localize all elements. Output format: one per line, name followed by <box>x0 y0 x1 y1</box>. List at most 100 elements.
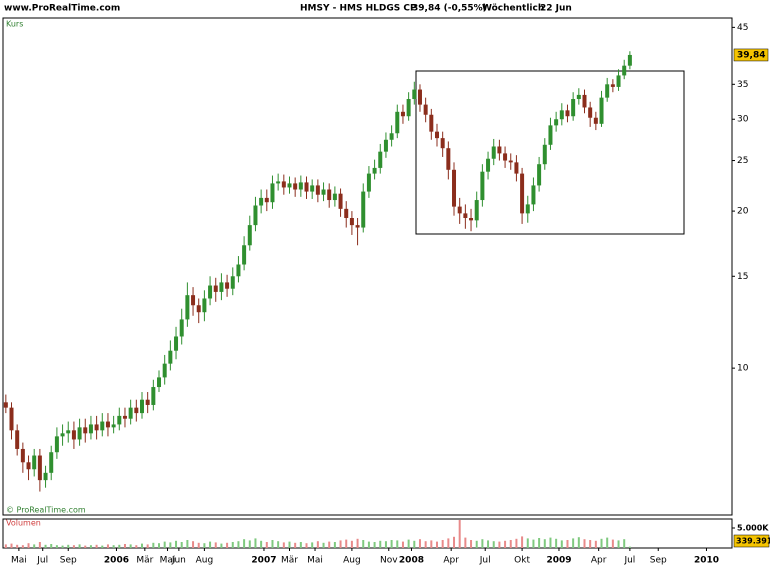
candle-body <box>610 84 615 87</box>
volume-bar <box>214 542 217 548</box>
volume-bar <box>470 540 473 548</box>
volume-bar <box>169 542 172 548</box>
volume-bar <box>50 544 53 548</box>
volume-bar <box>33 544 36 548</box>
candle-body <box>616 75 621 87</box>
x-tick-label: Aug <box>343 556 361 566</box>
volume-bar <box>566 540 569 548</box>
candle-body <box>480 171 485 201</box>
volume-bar <box>589 540 592 548</box>
candle-body <box>315 185 320 195</box>
volume-bar <box>192 541 195 548</box>
candle-body <box>429 114 434 132</box>
volume-bar <box>628 546 631 548</box>
candle-body <box>253 205 258 226</box>
x-tick-label: Mär <box>136 556 153 566</box>
volume-bar <box>55 545 58 548</box>
candle-body <box>446 148 451 170</box>
candle-body <box>185 295 190 320</box>
candle-body <box>503 153 508 161</box>
candle-body <box>145 399 150 405</box>
candle-body <box>593 117 598 124</box>
y-tick-label: 30 <box>737 115 749 125</box>
candle-body <box>537 164 542 186</box>
candle-body <box>168 350 173 364</box>
candle-body <box>565 110 570 117</box>
candle-body <box>139 399 144 414</box>
volume-bar <box>305 543 308 548</box>
candle-body <box>554 119 559 126</box>
quote: 39,84 (-0,55%) <box>412 4 487 14</box>
volume-bar <box>89 545 92 548</box>
volume-bar <box>606 537 609 548</box>
candle-body <box>15 430 20 449</box>
volume-bar <box>339 540 342 548</box>
volume-bar <box>135 545 138 548</box>
candle-body <box>242 245 247 265</box>
candle-body <box>310 185 315 192</box>
candle-body <box>389 133 394 140</box>
volume-bar <box>447 538 450 548</box>
volume-bar <box>61 545 64 548</box>
candle-body <box>281 181 286 188</box>
volume-bar <box>231 542 234 548</box>
candle-body <box>452 169 457 207</box>
price-panel <box>2 17 733 516</box>
volume-bar <box>112 545 115 548</box>
candle-body <box>26 462 31 470</box>
x-tick-label: Jul <box>479 556 491 566</box>
x-tick-label: Apr <box>443 556 459 566</box>
candle-body <box>236 264 241 277</box>
candle-body <box>225 282 230 289</box>
candle-body <box>83 427 88 434</box>
volume-bar <box>67 544 70 548</box>
candle-body <box>571 99 576 117</box>
volume-bar <box>237 541 240 548</box>
volume-bar <box>299 542 302 548</box>
volume-bar <box>373 542 376 548</box>
candle-body <box>525 204 530 214</box>
volume-bar <box>623 539 626 548</box>
volume-bar <box>350 540 353 548</box>
y-tick-label: 10 <box>737 364 749 374</box>
volume-bar <box>538 538 541 548</box>
volume-bar <box>10 543 13 548</box>
candle-body <box>128 407 133 419</box>
volume-bar <box>129 544 132 548</box>
candle-body <box>162 363 167 378</box>
volume-bar <box>430 540 433 548</box>
y2-tick-label: 5.000K <box>737 524 769 533</box>
volume-bar <box>611 539 614 548</box>
volume-bar <box>413 540 416 548</box>
candle-body <box>32 455 37 470</box>
volume-bar <box>379 540 382 548</box>
price-tag: 39,84 <box>737 50 765 60</box>
candle-body <box>151 387 156 405</box>
x-tick-label: Apr <box>591 556 607 566</box>
volume-bar <box>492 541 495 548</box>
volume-bar <box>464 537 467 548</box>
x-tick-label: Okt <box>514 556 530 566</box>
volume-bar <box>220 543 223 548</box>
candle-body <box>287 183 292 188</box>
x-tick-label: Sep <box>650 556 667 566</box>
candle-body <box>37 455 42 481</box>
candle-body <box>327 189 332 201</box>
candle-body <box>117 415 122 425</box>
candle-body <box>94 424 99 431</box>
volume-bar <box>101 545 104 548</box>
candle-body <box>469 218 474 221</box>
candle-body <box>230 276 235 289</box>
x-tick-label: 2006 <box>104 556 129 566</box>
candle-body <box>622 65 627 76</box>
volume-bar <box>555 538 558 548</box>
volume-bar <box>577 537 580 548</box>
candle-body <box>179 319 184 337</box>
candle-body <box>20 448 25 463</box>
volume-bar <box>328 541 331 548</box>
volume-bar <box>158 543 161 548</box>
volume-bar <box>515 538 518 548</box>
volume-bar <box>504 540 507 548</box>
source: www.ProRealTime.com <box>4 4 120 14</box>
volume-bar <box>435 541 438 548</box>
